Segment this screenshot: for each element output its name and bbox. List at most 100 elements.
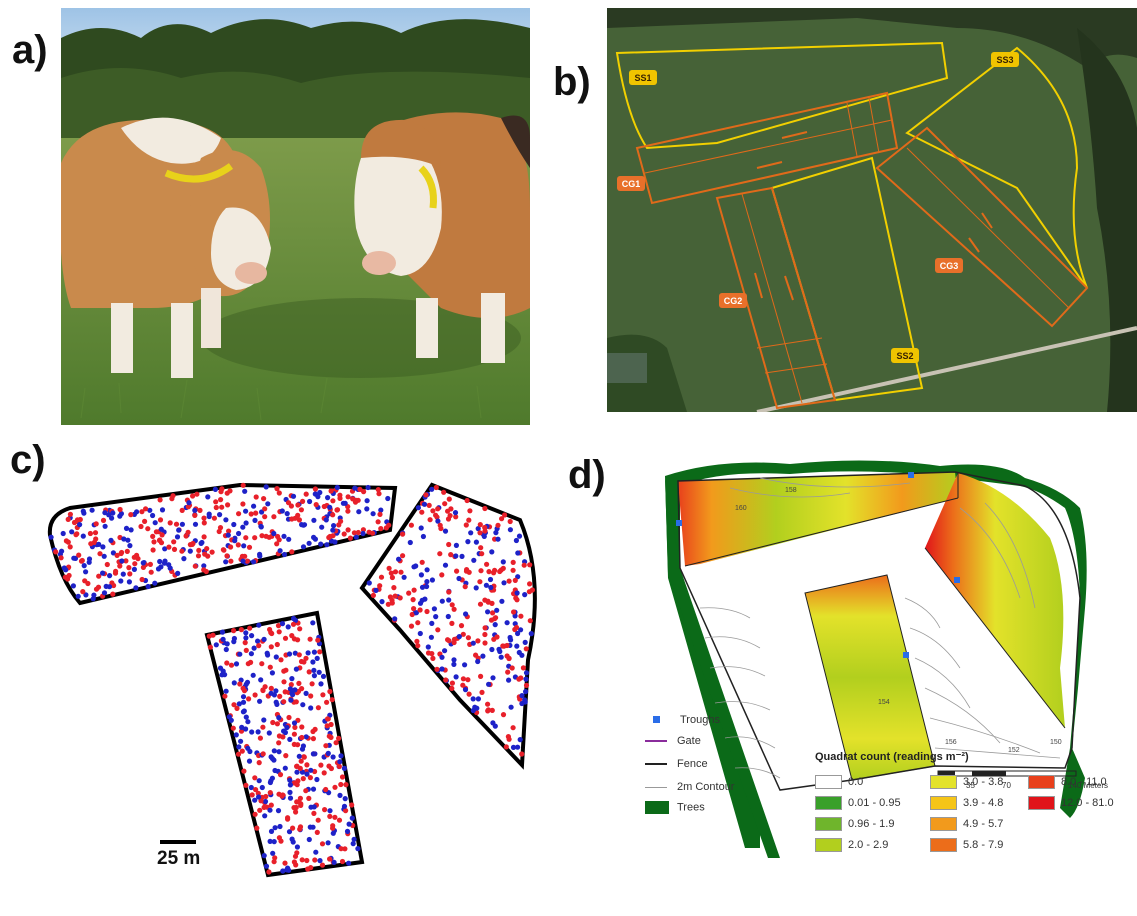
density-map-drawing: 156 152 150 154 158 160 0 35 70 140 Mete… <box>665 460 1108 858</box>
gps-point <box>67 511 73 517</box>
gps-point <box>287 777 293 783</box>
gps-point <box>270 719 276 726</box>
gps-point <box>118 578 124 584</box>
gps-point <box>156 537 163 543</box>
gps-point <box>195 553 202 559</box>
gps-point <box>135 556 141 562</box>
gps-point <box>304 762 310 768</box>
gps-point <box>324 699 330 705</box>
gps-point <box>489 707 495 713</box>
gps-point <box>256 643 262 649</box>
gps-point <box>314 829 320 835</box>
gps-point <box>442 562 449 568</box>
gps-point <box>453 542 459 548</box>
gps-point <box>433 484 439 491</box>
gps-point <box>276 537 282 543</box>
gps-point <box>310 659 316 665</box>
quadrat-swatch <box>930 817 957 831</box>
gps-point <box>157 517 164 523</box>
heat-area-ss3 <box>925 473 1065 728</box>
gps-point <box>132 561 138 567</box>
gps-point <box>151 539 157 545</box>
gps-point <box>233 732 239 738</box>
gps-point <box>462 687 469 693</box>
gps-point <box>510 567 516 573</box>
gps-point <box>152 580 158 586</box>
quadrat-class-row: 8.0 - 11.0 <box>1028 775 1107 789</box>
gps-point <box>257 735 263 741</box>
gps-point <box>336 735 342 741</box>
gps-point <box>248 659 254 665</box>
gps-point <box>518 627 524 633</box>
gps-point <box>463 522 469 528</box>
gps-point <box>527 618 533 624</box>
gps-point <box>490 610 496 616</box>
gps-point <box>139 576 145 583</box>
gps-point <box>459 553 465 559</box>
gps-point <box>100 570 106 576</box>
gps-point <box>300 544 307 550</box>
gps-point <box>65 576 71 582</box>
gps-point <box>365 484 371 491</box>
gps-point <box>324 723 330 729</box>
gps-point <box>293 804 299 811</box>
gps-point <box>523 646 529 652</box>
gps-point <box>274 541 280 547</box>
gps-point <box>293 809 299 815</box>
gps-point <box>475 526 481 532</box>
gps-point <box>386 565 392 571</box>
field-boundary-ss3 <box>359 482 537 770</box>
gps-point <box>290 493 297 499</box>
gps-point <box>316 669 322 675</box>
gps-point <box>243 535 249 541</box>
gps-point <box>421 501 428 507</box>
gps-point <box>352 499 359 505</box>
gps-point <box>369 530 376 536</box>
gps-point <box>307 636 313 642</box>
gps-point <box>277 772 284 778</box>
gps-point <box>451 657 457 663</box>
gps-point <box>375 519 381 525</box>
gps-point <box>123 558 129 564</box>
gps-point <box>428 634 434 640</box>
gps-point <box>295 778 301 784</box>
gps-point <box>495 536 501 542</box>
gps-point <box>271 757 277 763</box>
gps-point <box>330 754 336 760</box>
gps-point <box>260 724 266 730</box>
gps-point <box>519 652 525 658</box>
gps-point <box>377 511 383 517</box>
gps-point <box>324 542 330 548</box>
gps-point <box>493 615 499 621</box>
gps-point <box>309 681 315 687</box>
gps-point <box>61 565 67 571</box>
gps-point <box>408 522 414 528</box>
gps-point <box>460 682 466 688</box>
gps-point <box>452 510 459 516</box>
gps-point <box>349 815 355 821</box>
scale-tick-35: 35 <box>966 781 975 790</box>
gps-point <box>292 724 298 730</box>
gps-point <box>336 763 342 769</box>
gps-point <box>470 640 476 646</box>
gps-point <box>153 529 159 535</box>
gps-point <box>529 587 536 593</box>
gps-point <box>413 563 419 569</box>
gps-point <box>424 567 430 573</box>
gps-point <box>370 511 376 517</box>
gps-point <box>280 868 286 874</box>
gps-point <box>243 635 249 641</box>
gps-point <box>523 670 530 676</box>
gps-point <box>257 698 263 704</box>
gps-point <box>300 776 306 782</box>
quadrat-class-label: 2.0 - 2.9 <box>848 839 889 851</box>
gps-point <box>466 569 472 575</box>
gps-point <box>332 814 338 820</box>
gps-point <box>211 515 217 521</box>
gps-point <box>97 551 103 557</box>
gps-point <box>127 543 133 549</box>
gps-point <box>500 643 506 649</box>
gps-point <box>520 665 527 671</box>
gps-point <box>63 538 69 544</box>
gps-point <box>252 811 258 817</box>
